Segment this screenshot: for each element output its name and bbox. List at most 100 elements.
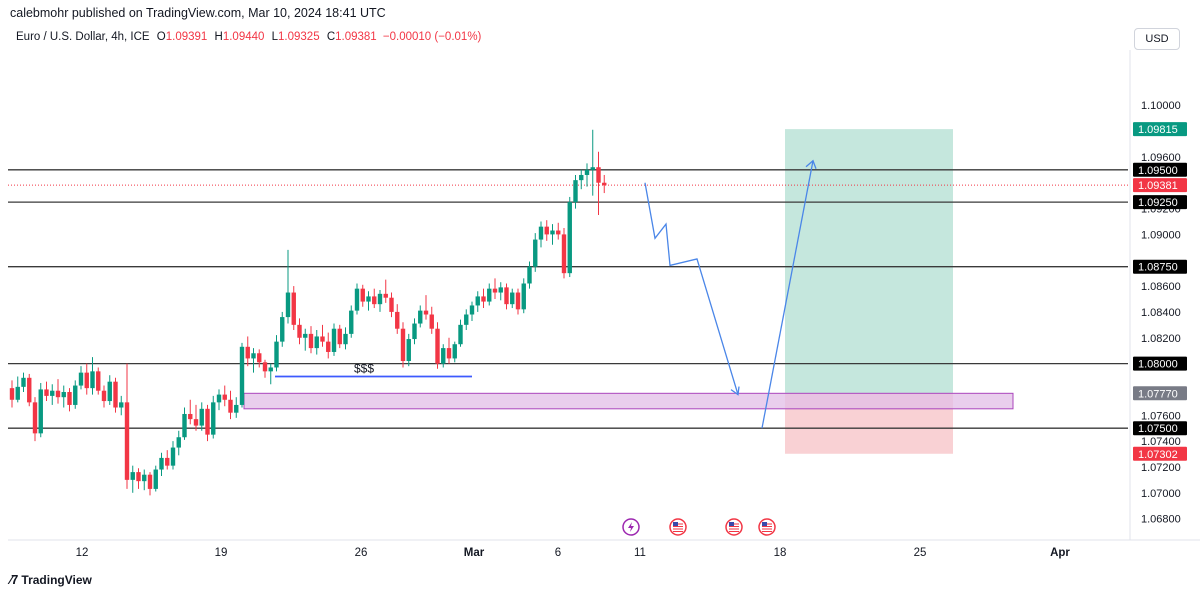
price-tick-label: 1.08200: [1141, 333, 1181, 345]
last-price-tag-bg: [1133, 178, 1187, 193]
candle-body: [205, 408, 210, 435]
candle-body: [291, 292, 296, 325]
candle-body: [354, 288, 360, 311]
candle-body: [498, 287, 503, 293]
symbol-name: Euro / U.S. Dollar, 4h, ICE: [16, 31, 150, 43]
price-tick-label: 1.09600: [1141, 152, 1181, 164]
candle-body: [464, 314, 469, 325]
target-price-tag: 1.09815: [1138, 124, 1178, 136]
level-price-tag: 1.09250: [1138, 197, 1178, 209]
target-zone: [785, 129, 953, 394]
level-price-tag: 1.09500: [1138, 165, 1178, 177]
price-tick-label: 1.07000: [1141, 488, 1181, 500]
time-tick-label: 18: [774, 547, 787, 559]
candle-body: [27, 377, 32, 403]
currency-button[interactable]: USD: [1134, 28, 1180, 50]
lightning-event-icon: [622, 518, 640, 536]
candle-body: [142, 474, 147, 482]
candle-body: [182, 413, 187, 438]
candle-body: [73, 385, 78, 405]
candle-body: [124, 402, 130, 480]
projected-rally-path: [761, 160, 814, 429]
candle-body: [21, 377, 26, 387]
level-price-tag: 1.08750: [1138, 262, 1178, 274]
candle-body: [515, 292, 521, 310]
candle-body: [320, 336, 325, 342]
candle-body: [262, 362, 268, 372]
price-tick-label: 1.07400: [1141, 436, 1181, 448]
candle-body: [395, 311, 400, 329]
price-tick-label: 1.06800: [1141, 514, 1181, 526]
time-tick-label: 6: [555, 547, 561, 559]
candle-body: [222, 394, 227, 400]
candle-body: [170, 447, 176, 466]
candle-body: [573, 180, 578, 203]
time-tick-label: 26: [355, 547, 368, 559]
level-price-tag-bg: [1133, 195, 1187, 210]
candle-body: [550, 230, 555, 235]
candle-body: [245, 346, 250, 359]
candle-body: [349, 310, 354, 334]
candle-body: [251, 353, 256, 359]
time-tick-label: 11: [634, 547, 646, 559]
candle-body: [96, 371, 101, 391]
candle-body: [314, 336, 319, 349]
candle-body: [199, 408, 204, 426]
candle-body: [504, 287, 509, 305]
candle-body: [211, 402, 216, 435]
candle-body: [32, 402, 38, 434]
candle-body: [383, 293, 388, 298]
candle-body: [469, 305, 475, 315]
candle-body: [481, 296, 486, 302]
candle-body: [538, 226, 544, 240]
time-tick-label: Mar: [464, 547, 485, 559]
time-tick-label: Apr: [1050, 547, 1070, 559]
demand-zone: [243, 392, 1014, 410]
candle-body: [308, 333, 314, 349]
candle-body: [326, 341, 331, 352]
tradingview-logo: ⁄7 TradingView: [10, 572, 92, 587]
candle-body: [487, 288, 492, 302]
candle-body: [429, 314, 434, 329]
time-tick-label: 25: [914, 547, 927, 559]
candle-body: [561, 234, 567, 274]
candle-body: [84, 372, 89, 389]
high-label: H: [214, 31, 223, 43]
level-price-tag-bg: [1133, 356, 1187, 371]
liquidity-label: $$$: [354, 362, 374, 376]
close-value: 1.09381: [335, 31, 377, 43]
candle-body: [216, 394, 222, 403]
candle-body: [136, 472, 141, 482]
projected-drop-path: [644, 182, 739, 395]
candle-body: [257, 353, 262, 363]
candle-body: [147, 474, 153, 489]
level-price-tag: 1.08000: [1138, 359, 1178, 371]
candle-body: [297, 324, 302, 338]
candle-body: [280, 317, 285, 342]
candle-body: [38, 389, 43, 434]
candle-body: [590, 167, 595, 170]
us-flag-event-icon: [669, 518, 687, 536]
candle-body: [435, 328, 440, 364]
candle-body: [360, 288, 365, 302]
price-tick-label: 1.10000: [1141, 100, 1181, 112]
candle-body: [406, 339, 411, 362]
candle-body: [400, 328, 406, 362]
us-flag-event-icon: [758, 518, 776, 536]
candle-body: [90, 371, 95, 389]
open-label: O: [156, 31, 166, 43]
flag-canton: [762, 522, 767, 526]
candle-body: [584, 169, 590, 175]
candle-body: [234, 404, 239, 413]
candle-body: [285, 292, 291, 318]
candle-body: [130, 472, 135, 480]
rally-arrowhead: [805, 159, 817, 169]
close-label: C: [326, 31, 336, 43]
candle-body: [107, 381, 112, 402]
candle-body: [567, 202, 572, 274]
candle-body: [343, 333, 348, 345]
candle-body: [15, 386, 20, 400]
time-tick-label: 12: [76, 547, 89, 559]
candle-body: [165, 457, 170, 466]
